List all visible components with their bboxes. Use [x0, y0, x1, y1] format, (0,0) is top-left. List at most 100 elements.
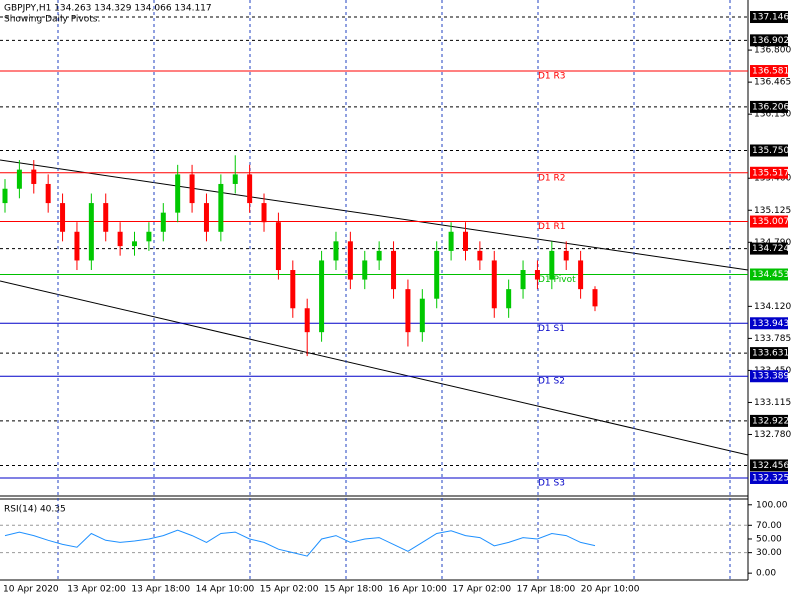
pivot-name: D1 S2 [538, 377, 565, 387]
pivot-price-box [750, 268, 788, 281]
pivot-price-box [750, 65, 788, 78]
pivot-name: D1 R1 [538, 222, 566, 232]
pivot-name: D1 S3 [538, 478, 565, 488]
pivot-price: 132.325 [752, 473, 789, 483]
y-tick-label: 135.125 [754, 206, 791, 216]
price-label-box [750, 34, 788, 47]
x-tick-label: 17 Apr 18:00 [517, 585, 576, 595]
rsi-tick-label: 0.00 [756, 569, 776, 579]
candle-body [74, 231, 80, 261]
candle-body [304, 308, 310, 333]
price-label-box [750, 11, 788, 24]
price-label: 137.146 [752, 13, 789, 23]
candle-body [376, 250, 382, 261]
price-label-box [750, 414, 788, 427]
candle-body [261, 203, 267, 223]
candle-body [189, 174, 195, 204]
candle-body [290, 270, 296, 309]
pivot-price-box [750, 215, 788, 228]
price-label-box [750, 347, 788, 360]
x-tick-label: 13 Apr 18:00 [131, 585, 190, 595]
x-tick-label: 17 Apr 02:00 [452, 585, 511, 595]
candle-body [132, 241, 138, 247]
pivot-name: D1 R2 [538, 173, 566, 183]
candle-body [275, 222, 281, 271]
price-label-box [750, 100, 788, 113]
pivot-price-box [750, 317, 788, 330]
candle-body [534, 270, 540, 280]
x-tick-label: 15 Apr 18:00 [324, 585, 383, 595]
candle-body [419, 298, 425, 333]
candle-body [506, 289, 512, 309]
price-label: 136.206 [752, 102, 789, 112]
price-label: 132.456 [752, 461, 789, 471]
rsi-tick-label: 100.00 [756, 500, 788, 510]
candle-body [103, 203, 109, 232]
candle-body [549, 250, 555, 280]
candle-body [333, 241, 339, 261]
y-tick-label: 133.785 [754, 334, 791, 344]
candle-body [391, 250, 397, 290]
candle-body [232, 174, 238, 184]
candle-body [448, 231, 454, 251]
rsi-tick-label: 30.00 [756, 548, 782, 558]
candle-body [2, 188, 8, 204]
x-tick-label: 13 Apr 02:00 [67, 585, 126, 595]
price-label-box [750, 459, 788, 472]
pivot-price-box [750, 166, 788, 179]
y-tick-label: 134.120 [754, 302, 791, 312]
pivot-price: 134.453 [752, 270, 789, 280]
pivot-name: D1 R3 [538, 72, 566, 82]
trend-line [0, 280, 749, 456]
candle-body [60, 203, 66, 232]
price-label: 132.922 [752, 416, 789, 426]
chart-title: GBPJPY,H1 134.263 134.329 134.066 134.11… [4, 4, 212, 14]
candle-body [203, 203, 209, 232]
y-tick-label: 136.465 [754, 78, 791, 88]
candle-body [434, 250, 440, 299]
candle-body [592, 289, 598, 307]
x-tick-label: 10 Apr 2020 [3, 585, 59, 595]
candle-body [160, 212, 166, 232]
price-label: 133.631 [752, 349, 789, 359]
candle-body [362, 260, 368, 280]
rsi-tick-label: 50.00 [756, 534, 782, 544]
candle-body [16, 169, 22, 189]
y-tick-label: 136.800 [754, 46, 791, 56]
pivot-price: 135.517 [752, 168, 789, 178]
candle-body [520, 270, 526, 290]
candle-body [405, 289, 411, 333]
candle-body [563, 250, 569, 261]
candle-body [491, 260, 497, 309]
price-label-box [750, 242, 788, 255]
candle-body [477, 250, 483, 261]
candle-body [31, 169, 37, 184]
x-tick-label: 16 Apr 10:00 [388, 585, 447, 595]
candle-body [146, 231, 152, 242]
candle-body [175, 174, 181, 213]
candle-body [88, 203, 94, 261]
candle-body [462, 231, 468, 251]
pivot-price: 133.943 [752, 319, 789, 329]
price-label: 135.750 [752, 146, 789, 156]
pivot-name: D1 Pivot [538, 275, 576, 285]
pivot-price: 136.581 [752, 67, 789, 77]
price-label: 134.724 [752, 244, 789, 254]
y-tick-label: 132.780 [754, 430, 791, 440]
rsi-label: RSI(14) 40.35 [4, 505, 66, 515]
y-tick-label: 133.115 [754, 398, 791, 408]
candle-body [247, 174, 253, 204]
price-label-box [750, 144, 788, 157]
pivot-name: D1 S1 [538, 324, 565, 334]
pivot-price-box [750, 370, 788, 383]
pivot-price: 135.007 [752, 217, 789, 227]
x-tick-label: 20 Apr 10:00 [581, 585, 640, 595]
candle-body [319, 260, 325, 333]
rsi-line [4, 529, 596, 557]
candle-body [117, 231, 123, 247]
candle-body [45, 183, 51, 204]
pivot-price: 133.389 [752, 372, 789, 382]
